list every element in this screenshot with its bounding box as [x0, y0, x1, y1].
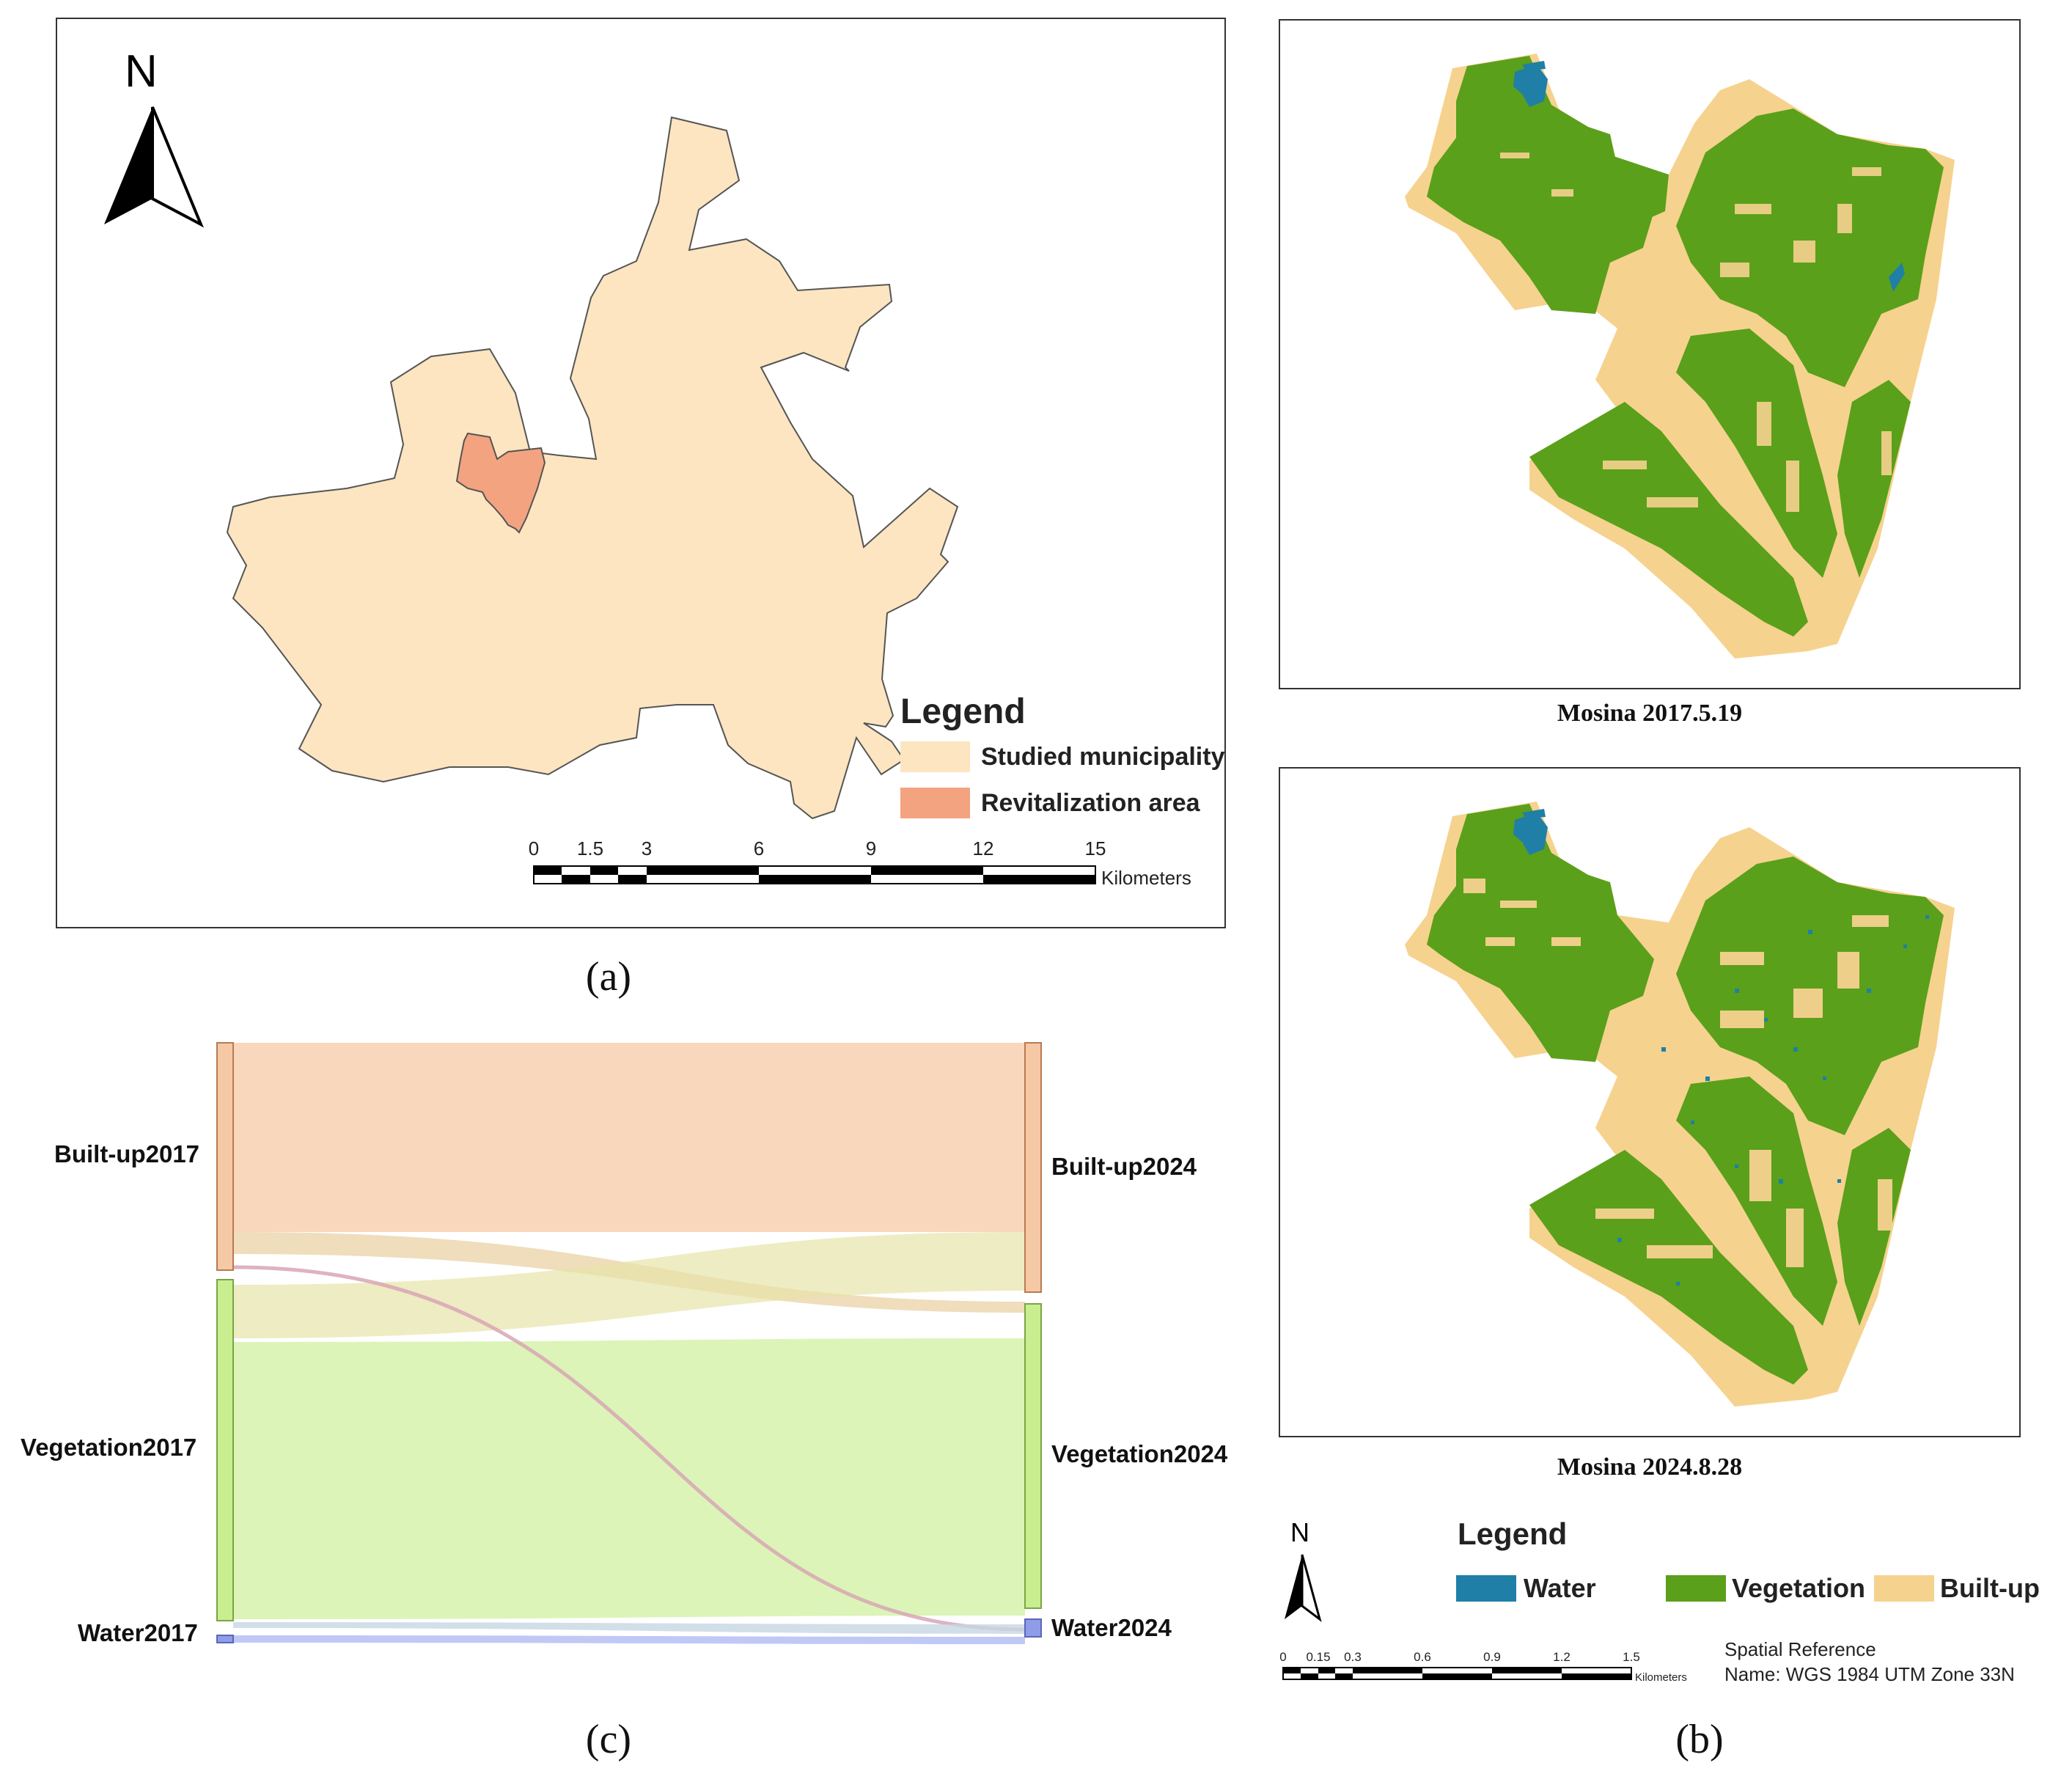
north-arrow-icon [104, 106, 204, 228]
label-vegetation-2024: Vegetation2024 [1051, 1440, 1228, 1467]
scale-tick-6: 15 [1085, 837, 1106, 859]
sankey-diagram [216, 1042, 1042, 1644]
map-frame-2017 [1279, 19, 2021, 689]
label-vegetation-2017: Vegetation2017 [21, 1434, 197, 1461]
label-water-2017: Water2017 [78, 1619, 198, 1646]
studied-municipality-area [226, 116, 959, 820]
legend-swatch-vegetation [1666, 1575, 1726, 1602]
node-vegetation-2017 [216, 1279, 234, 1621]
landcover-map-2017 [1405, 54, 1955, 659]
scale-unit: Kilometers [1101, 867, 1191, 889]
flow-vegetation-to-water [233, 1622, 1025, 1634]
legend-label-revitalization: Revitalization area [981, 789, 1201, 817]
scale-tick-3: 6 [754, 837, 764, 859]
node-builtup-2017 [216, 1042, 234, 1271]
legend-title: Legend [900, 692, 1026, 731]
caption-a: (a) [585, 954, 632, 1000]
legend-swatch-municipality [900, 741, 970, 772]
scale-b-tick-5: 1.2 [1553, 1650, 1570, 1664]
map-frame-2024 [1279, 767, 2021, 1437]
scale-tick-2: 3 [642, 837, 652, 859]
map-frame-a: Legend Studied municipality Revitalizati… [56, 18, 1226, 928]
label-builtup-2017: Built-up2017 [54, 1140, 200, 1167]
legend-swatch-water [1456, 1575, 1516, 1602]
north-label-a: N [125, 46, 158, 97]
scale-bar-b: 0 0.15 0.3 0.6 0.9 1.2 1.5 Kilometers [1279, 1650, 1687, 1684]
scale-tick-4: 9 [866, 837, 876, 859]
scale-b-unit: Kilometers [1635, 1671, 1687, 1684]
scale-tick-0: 0 [529, 837, 539, 859]
spatial-reference-name: Name: WGS 1984 UTM Zone 33N [1724, 1663, 2015, 1685]
scale-b-tick-4: 0.9 [1483, 1650, 1501, 1664]
scale-b-tick-2: 0.3 [1344, 1650, 1362, 1664]
node-vegetation-2024 [1024, 1303, 1042, 1609]
map-title-2024: Mosina 2024.8.28 [1557, 1453, 1743, 1481]
revitalization-area [455, 432, 546, 534]
scale-b-tick-6: 1.5 [1623, 1650, 1640, 1664]
legend-label-vegetation: Vegetation [1732, 1573, 1865, 1603]
legend-swatch-revitalization [900, 788, 970, 818]
legend-swatch-builtup [1874, 1575, 1934, 1602]
scale-tick-1: 1.5 [577, 837, 603, 859]
node-builtup-2024 [1024, 1042, 1042, 1293]
scale-b-tick-0: 0 [1279, 1650, 1286, 1664]
label-builtup-2024: Built-up2024 [1051, 1153, 1197, 1180]
caption-c: (c) [585, 1717, 632, 1762]
north-arrow-b-icon [1285, 1554, 1322, 1622]
scale-bar: 0 1.5 3 6 9 12 15 Kilometers [529, 837, 1191, 889]
flow-water-to-water [233, 1635, 1025, 1644]
north-label-b: N [1290, 1517, 1309, 1547]
scale-b-tick-1: 0.15 [1306, 1650, 1330, 1664]
scale-b-tick-3: 0.6 [1414, 1650, 1431, 1664]
legend-title-b: Legend [1458, 1517, 1567, 1551]
scale-tick-5: 12 [973, 837, 994, 859]
node-water-2024 [1024, 1618, 1042, 1638]
caption-b: (b) [1675, 1717, 1724, 1762]
legend-label-builtup: Built-up [1940, 1573, 2040, 1603]
flow-vegetation-to-built [233, 1232, 1025, 1338]
landcover-map-2024 [1405, 802, 1955, 1407]
flow-built-to-water [232, 1265, 1026, 1632]
spatial-reference-title: Spatial Reference [1724, 1638, 1876, 1660]
flow-built-to-built [233, 1043, 1025, 1232]
legend-panel-b: N Legend Water Vegetation Built-up 0 0.1… [1279, 1517, 2040, 1685]
flow-vegetation-to-vegetation [233, 1338, 1025, 1619]
node-water-2017 [216, 1635, 234, 1643]
municipality-map: Legend Studied municipality Revitalizati… [104, 106, 1225, 889]
legend-label-municipality: Studied municipality [981, 743, 1224, 771]
map-title-2017: Mosina 2017.5.19 [1557, 700, 1743, 727]
legend-label-water: Water [1524, 1573, 1596, 1603]
label-water-2024: Water2024 [1051, 1614, 1172, 1641]
